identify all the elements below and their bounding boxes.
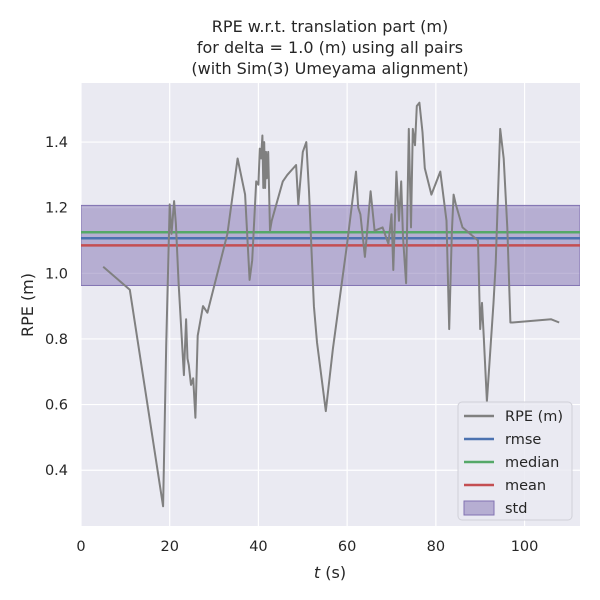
y-tick-labels: 0.4 0.6 0.8 1.0 1.2 1.4 bbox=[45, 135, 68, 479]
y-axis-label: RPE (m) bbox=[18, 273, 37, 337]
title-line-3: (with Sim(3) Umeyama alignment) bbox=[191, 59, 468, 78]
x-tick-label: 100 bbox=[511, 539, 539, 555]
x-tick-label: 40 bbox=[249, 539, 267, 555]
x-tick-labels: 0 20 40 60 80 100 bbox=[76, 539, 538, 555]
plot-content bbox=[81, 101, 580, 508]
y-tick-label: 1.4 bbox=[45, 135, 68, 151]
x-tick-label: 80 bbox=[427, 539, 445, 555]
std-legend-label: std bbox=[505, 501, 527, 517]
median-legend-label: median bbox=[505, 455, 559, 471]
y-tick-label: 0.8 bbox=[45, 332, 68, 348]
title-line-1: RPE w.r.t. translation part (m) bbox=[212, 17, 448, 36]
y-tick-label: 0.6 bbox=[45, 398, 68, 414]
std-legend-swatch bbox=[463, 500, 495, 516]
x-axis-label-unit: (s) bbox=[320, 563, 346, 582]
legend-box bbox=[457, 401, 573, 521]
x-axis-label-symbol: t bbox=[314, 563, 321, 582]
chart-title: RPE w.r.t. translation part (m) for delt… bbox=[191, 17, 468, 78]
y-tick-label: 1.2 bbox=[45, 201, 68, 217]
y-tick-label: 1.0 bbox=[45, 266, 68, 282]
rmse-legend-label: rmse bbox=[505, 432, 541, 448]
rpe-series-line bbox=[102, 101, 560, 508]
x-tick-label: 0 bbox=[76, 539, 85, 555]
rpe-legend-label: RPE (m) bbox=[505, 409, 563, 425]
mean-legend-label: mean bbox=[505, 478, 546, 494]
title-line-2: for delta = 1.0 (m) using all pairs bbox=[197, 38, 463, 57]
x-tick-label: 60 bbox=[338, 539, 356, 555]
statistics-layer bbox=[81, 204, 580, 286]
y-tick-label: 0.4 bbox=[45, 463, 68, 479]
series-layer bbox=[102, 101, 560, 508]
x-tick-label: 20 bbox=[160, 539, 178, 555]
x-axis-label: t (s) bbox=[314, 563, 346, 582]
legend: RPE (m) rmse median mean std bbox=[457, 401, 573, 521]
